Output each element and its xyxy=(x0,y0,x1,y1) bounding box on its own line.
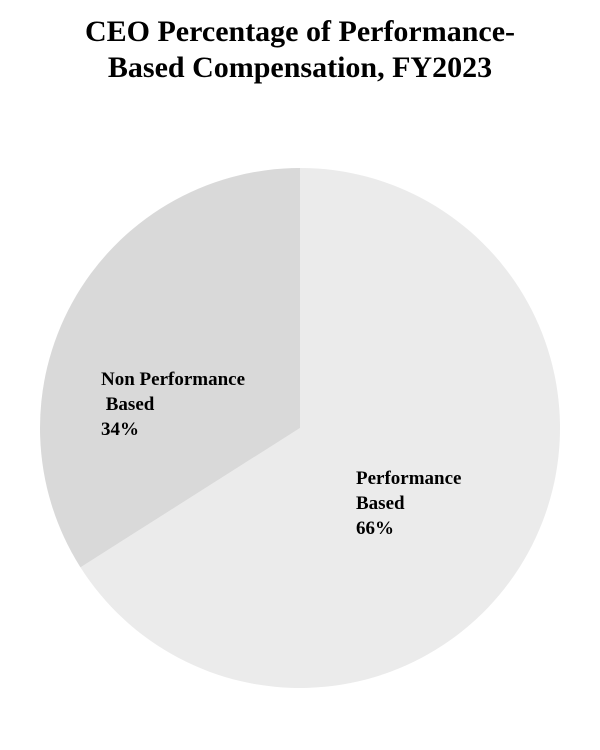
pie-slice-label-line: 34% xyxy=(101,419,139,440)
chart-title-line-1: CEO Percentage of Performance- xyxy=(84,15,516,48)
pie-slice-label-1: Performance Based 66% xyxy=(356,468,462,539)
pie-slice-label-line: Based xyxy=(356,493,405,514)
pie-slice-1 xyxy=(80,168,561,689)
chart-title-line-2: Based Compensation, FY2023 xyxy=(107,51,493,84)
pie-slice-2 xyxy=(40,168,301,568)
pie-slice-label-line: 66% xyxy=(356,518,394,539)
chart-title: CEO Percentage of Performance- Based Com… xyxy=(0,14,600,86)
pie-labels: Performance Based 66% Non Performance Based… xyxy=(101,369,462,539)
pie-slice-label-line: Non Performance xyxy=(101,369,245,390)
pie-slice-label-line: Based xyxy=(101,394,155,415)
pie-slice-label-line: Performance xyxy=(356,468,462,489)
pie-slices xyxy=(40,168,561,689)
pie-slice-label-2: Non Performance Based 34% xyxy=(101,369,245,440)
